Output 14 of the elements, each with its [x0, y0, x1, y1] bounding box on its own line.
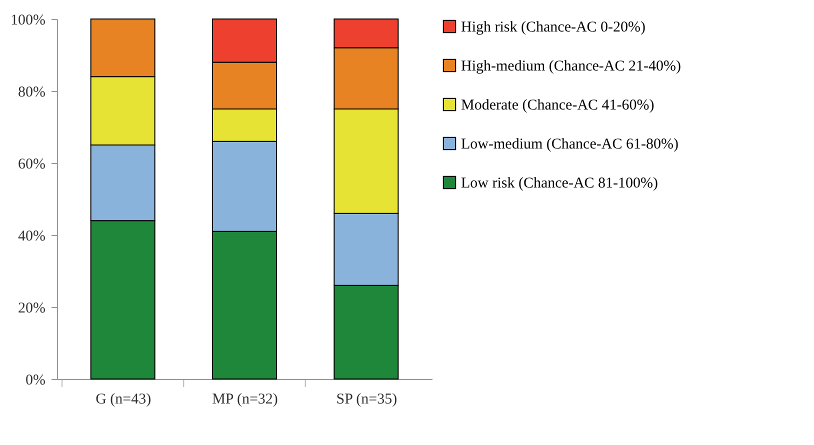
legend-label: Moderate (Chance-AC 41-60%) [461, 98, 654, 114]
x-tick-label: MP (n=32) [212, 392, 278, 408]
y-tick-label: 80% [18, 84, 46, 100]
legend-label: Low-medium (Chance-AC 61-80%) [461, 136, 678, 152]
y-tick-label: 100% [10, 12, 46, 28]
y-tick-label: 0% [26, 372, 46, 388]
y-tick-label: 40% [18, 228, 46, 244]
x-tick-label: G (n=43) [96, 392, 152, 408]
legend-label: High-medium (Chance-AC 21-40%) [461, 58, 681, 74]
x-tick-label: SP (n=35) [336, 392, 398, 408]
y-tick-label: 20% [18, 300, 46, 316]
legend-label: Low risk (Chance-AC 81-100%) [461, 176, 658, 192]
y-tick-label: 60% [18, 156, 46, 172]
legend-label: High risk (Chance-AC 0-20%) [461, 20, 646, 36]
